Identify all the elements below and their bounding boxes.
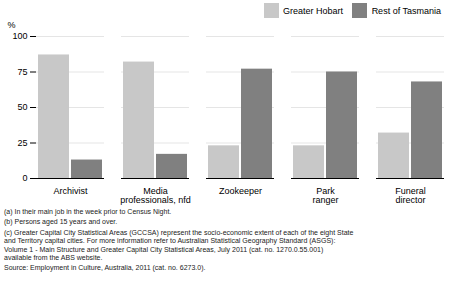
html-text:Greater Hobart: Greater Hobart: [283, 5, 344, 16]
svg-text:75: 75: [17, 67, 27, 77]
svg-text:0: 0: [22, 173, 27, 183]
html-text:(c) Greater Capital City Stati: (c) Greater Capital City Statistical Are…: [4, 228, 354, 261]
svg-text:Archivist: Archivist: [53, 186, 88, 196]
html-text:Source: Employment in Culture,: Source: Employment in Culture, Australia…: [4, 264, 206, 272]
svg-text:25: 25: [17, 138, 27, 148]
svg-text:Parkranger: Parkranger: [312, 186, 338, 205]
svg-text:50: 50: [17, 102, 27, 112]
svg-text:Mediaprofessionals, nfd: Mediaprofessionals, nfd: [120, 186, 191, 205]
svg-text:Funeraldirector: Funeraldirector: [395, 186, 426, 205]
svg-text:100: 100: [12, 31, 27, 41]
svg-text:Zookeeper: Zookeeper: [219, 186, 262, 196]
html-text:(a) In their main job in the w: (a) In their main job in the week prior …: [4, 208, 172, 215]
html-text:Rest of Tasmania: Rest of Tasmania: [371, 5, 441, 16]
html-text:(b) Persons aged 15 years and: (b) Persons aged 15 years and over.: [4, 218, 118, 226]
svg-text:%: %: [8, 20, 16, 30]
